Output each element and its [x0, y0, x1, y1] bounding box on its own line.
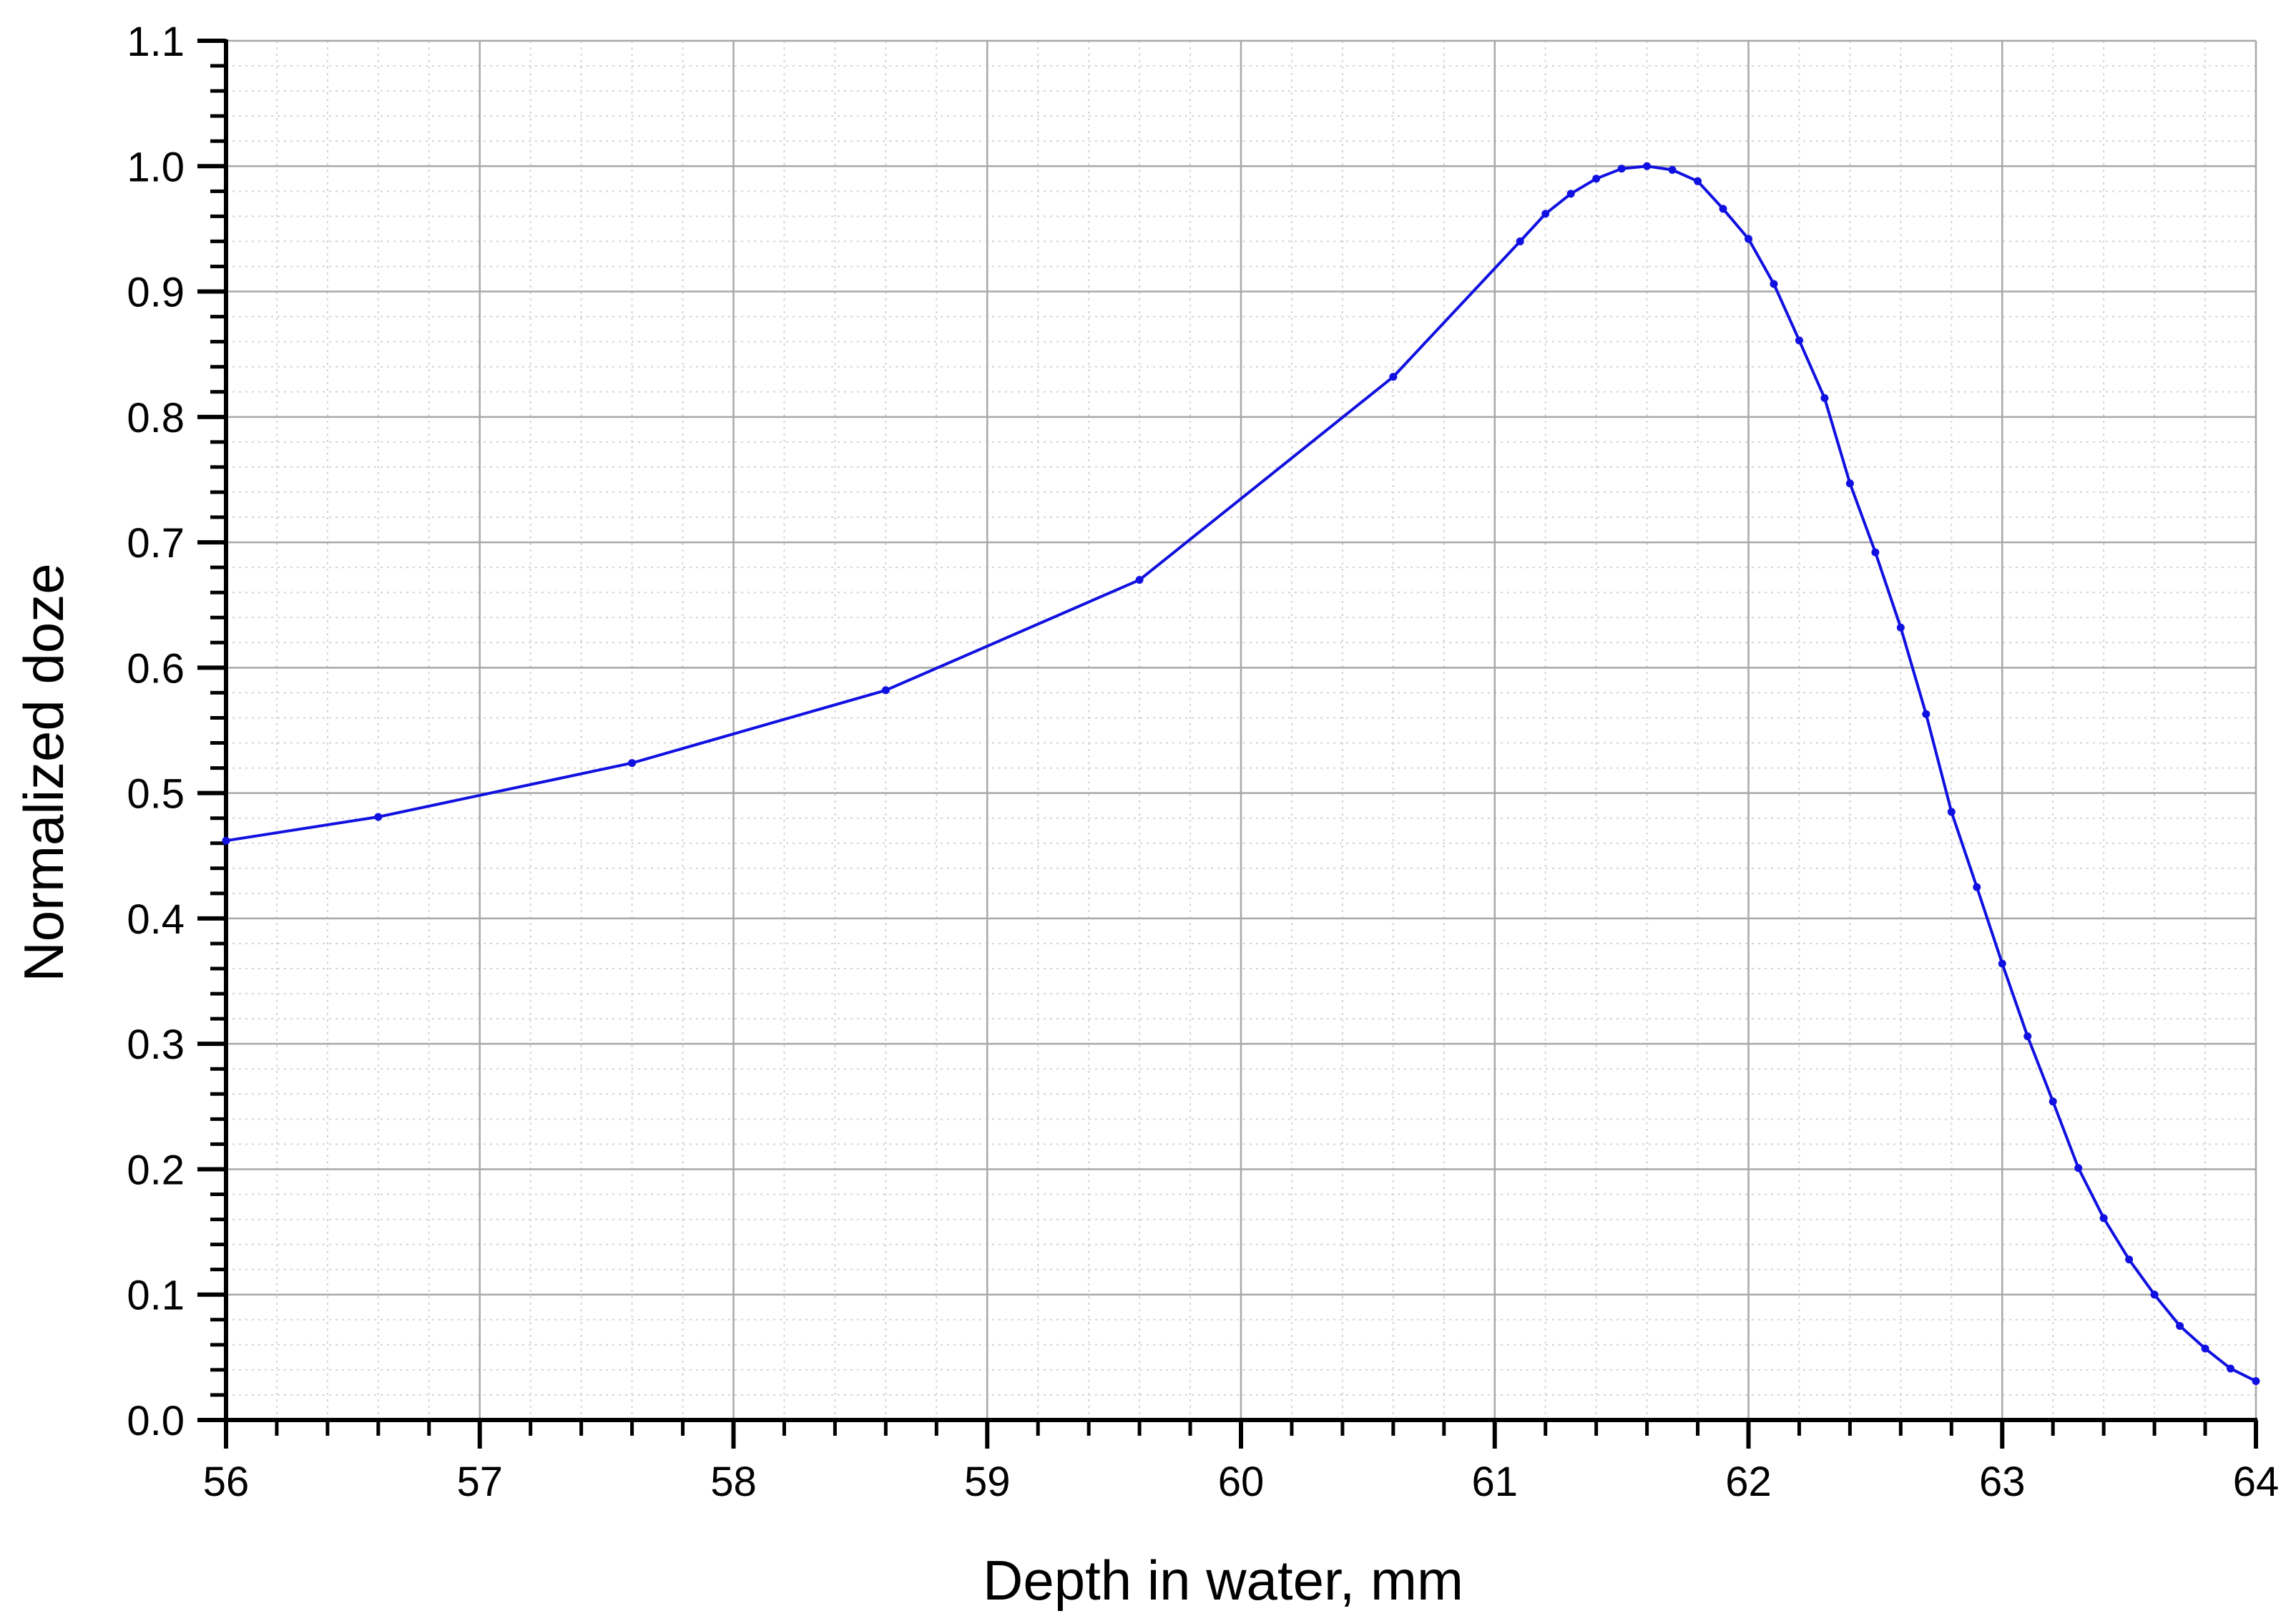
data-point: [1795, 336, 1803, 345]
y-tick-label: 1.0: [127, 144, 185, 190]
data-point: [2074, 1164, 2083, 1172]
x-tick-label: 64: [2233, 1459, 2280, 1505]
y-tick-label: 0.0: [127, 1398, 185, 1444]
data-point: [1719, 205, 1727, 213]
y-tick-label: 1.1: [127, 19, 185, 65]
y-tick-label: 0.2: [127, 1147, 185, 1193]
major-grid: [226, 39, 2257, 1420]
x-tick-label: 57: [456, 1459, 503, 1505]
data-point: [1871, 548, 1880, 557]
y-tick-label: 0.9: [127, 270, 185, 316]
data-point: [1617, 165, 1626, 173]
data-point: [1845, 479, 1854, 488]
y-tick-label: 0.3: [127, 1022, 185, 1068]
data-point: [1745, 235, 1752, 243]
data-point: [1668, 166, 1677, 175]
data-point: [2023, 1032, 2032, 1041]
x-tick-label: 60: [1218, 1459, 1265, 1505]
data-point: [1135, 576, 1144, 584]
x-axis-title: Depth in water, mm: [983, 1549, 1463, 1612]
data-point: [1922, 710, 1930, 718]
axes: [197, 39, 2258, 1449]
data-point: [1694, 177, 1702, 185]
y-tick-label: 0.4: [127, 896, 185, 943]
data-point: [1643, 162, 1652, 170]
data-point: [881, 686, 890, 695]
y-tick-label: 0.1: [127, 1273, 185, 1319]
y-tick-label: 0.8: [127, 395, 185, 441]
data-point: [1896, 623, 1905, 632]
series-line: [225, 165, 2257, 1383]
data-point: [1389, 373, 1398, 381]
data-point: [2049, 1097, 2057, 1106]
y-tick-label: 0.5: [127, 771, 185, 818]
data-point: [1516, 237, 1524, 245]
x-tick-label: 56: [203, 1459, 250, 1505]
y-tick-label: 0.6: [127, 645, 185, 692]
data-point: [1973, 883, 1981, 891]
data-point: [1566, 190, 1575, 198]
data-point: [2201, 1344, 2209, 1353]
data-point: [1998, 959, 2006, 968]
data-point: [2176, 1322, 2184, 1331]
data-point: [1947, 808, 1956, 816]
x-tick-label: 58: [710, 1459, 757, 1505]
minor-grid: [226, 41, 2256, 1420]
data-point: [2150, 1291, 2159, 1299]
tick-labels: 56 57 58 59 60 61 62 63 64 0.0 0.1 0.2 0.3 0.4 0.5 0.6 0…: [127, 19, 2279, 1505]
data-point: [1592, 175, 1601, 183]
data-point: [2125, 1255, 2134, 1264]
data-point: [628, 759, 637, 768]
x-tick-label: 63: [1979, 1459, 2026, 1505]
data-point: [222, 836, 230, 845]
data-point: [2099, 1214, 2108, 1223]
data-point: [1770, 280, 1778, 288]
data-point: [374, 813, 383, 821]
x-tick-label: 59: [964, 1459, 1011, 1505]
y-axis-title: Normalized doze: [12, 563, 75, 981]
x-tick-label: 61: [1471, 1459, 1518, 1505]
data-point: [1541, 210, 1550, 218]
series-layer: [222, 162, 2260, 1386]
x-tick-label: 62: [1725, 1459, 1772, 1505]
y-tick-label: 0.7: [127, 520, 185, 567]
data-point: [1820, 394, 1829, 403]
data-point: [2227, 1364, 2235, 1373]
data-point: [2252, 1377, 2260, 1386]
